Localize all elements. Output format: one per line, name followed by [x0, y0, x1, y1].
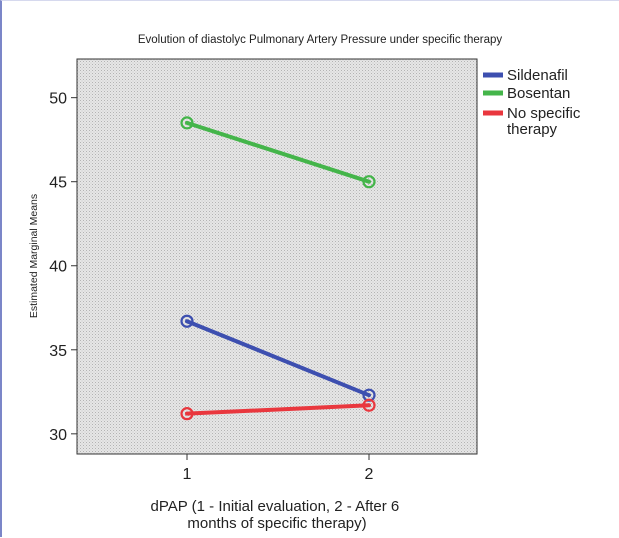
series-line-bosentan	[185, 120, 371, 184]
data-point-sildenafil	[180, 314, 194, 328]
x-axis-label: dPAP (1 - Initial evaluation, 2 - After …	[151, 498, 404, 532]
x-axis-label-line-1: dPAP (1 - Initial evaluation, 2 - After …	[151, 498, 400, 515]
y-axis: 30 35 40 45 50	[49, 91, 77, 444]
y-tick-label: 50	[49, 91, 67, 108]
x-tick-label: 2	[365, 466, 374, 483]
chart-title: Evolution of diastolyc Pulmonary Artery …	[138, 34, 503, 46]
y-axis-label: Estimated Marginal Means	[28, 194, 40, 318]
y-tick-label: 45	[49, 175, 67, 192]
data-point-bosentan	[180, 116, 194, 130]
legend-label-bosentan: Bosentan	[507, 85, 570, 102]
y-tick-label: 40	[49, 259, 67, 276]
x-axis-label-line-2: months of specific therapy)	[187, 515, 366, 532]
data-point-no-specific-therapy	[180, 407, 194, 421]
legend-label-sildenafil: Sildenafil	[507, 67, 568, 84]
x-tick-label: 1	[183, 466, 192, 483]
legend-label-no-specific-therapy: No specific therapy	[507, 105, 581, 138]
y-tick-label: 35	[49, 343, 67, 360]
data-point-no-specific-therapy	[362, 398, 376, 412]
y-tick-label: 30	[49, 427, 67, 444]
data-point-bosentan	[362, 175, 376, 189]
series-line-sildenafil	[185, 319, 371, 398]
series-line-no-specific-therapy	[185, 403, 371, 416]
series-layer	[180, 116, 376, 421]
plot-area	[76, 58, 478, 455]
